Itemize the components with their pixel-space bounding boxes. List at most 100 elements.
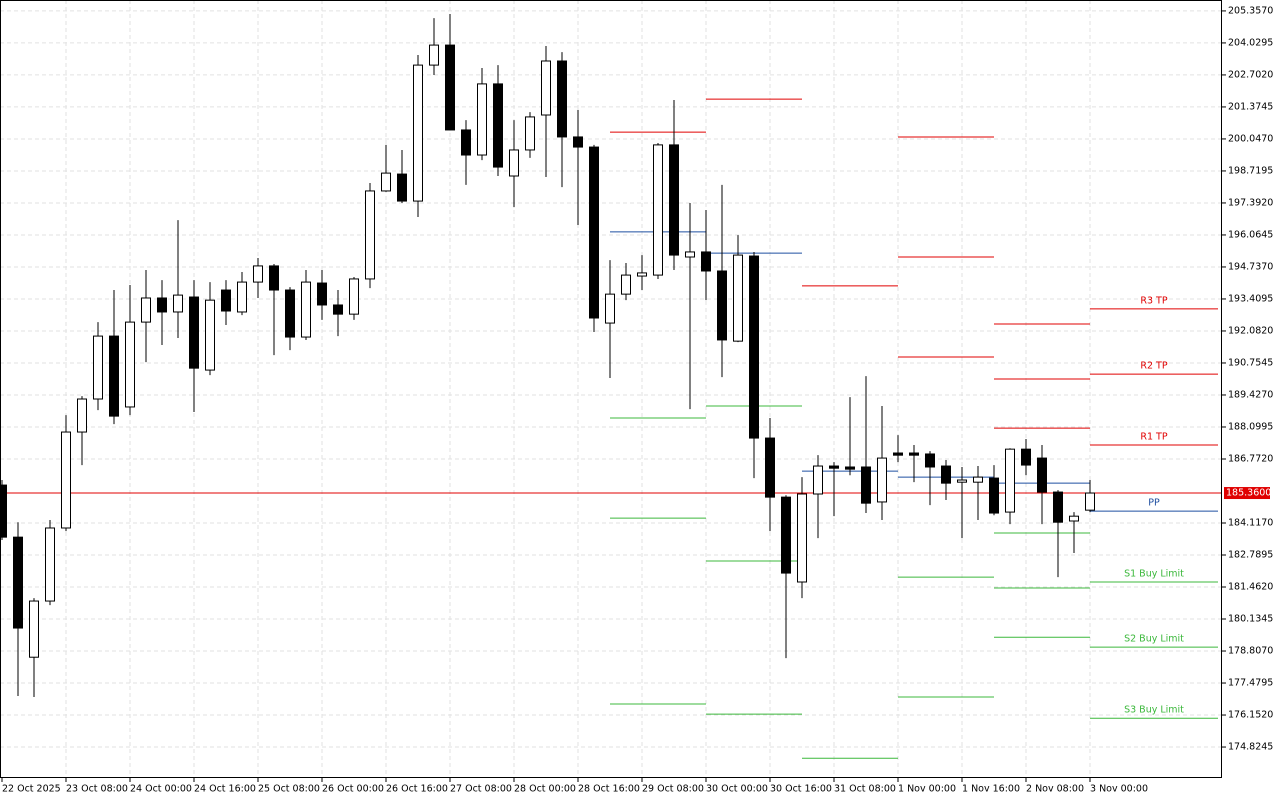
x-tick-label: 3 Nov 00:00 — [1090, 784, 1148, 795]
candles — [0, 13, 1095, 697]
y-tick-label: 202.7020 — [1228, 69, 1273, 80]
level-label: S3 Buy Limit — [1124, 705, 1184, 716]
y-tick-label: 176.1520 — [1228, 710, 1273, 721]
x-tick-label: 29 Oct 08:00 — [642, 784, 704, 795]
candle-body — [189, 296, 199, 369]
candle-body — [445, 44, 455, 131]
y-tick-label: 180.1345 — [1228, 614, 1273, 625]
candle-body — [317, 282, 327, 306]
candle-body — [157, 297, 167, 313]
y-tick-label: 178.8070 — [1228, 646, 1273, 657]
candle-body — [13, 536, 23, 629]
candle-body — [477, 83, 487, 156]
y-tick-label: 190.7545 — [1228, 357, 1273, 368]
candle-body — [301, 281, 311, 338]
candle-body — [413, 64, 423, 202]
level-label: R2 TP — [1140, 361, 1167, 372]
candle-body — [109, 335, 119, 417]
candle-body — [621, 274, 631, 295]
y-tick-label: 174.8245 — [1228, 742, 1273, 753]
candle-body — [429, 44, 439, 66]
grid — [0, 0, 1222, 778]
x-tick-label: 30 Oct 16:00 — [770, 784, 832, 795]
candle-body — [525, 116, 535, 151]
candle-body — [797, 493, 807, 583]
y-tick-label: 189.4270 — [1228, 389, 1273, 400]
candle-body — [701, 251, 711, 272]
candle-body — [1053, 491, 1063, 523]
candle-body — [685, 251, 695, 258]
candle-body — [1069, 515, 1079, 522]
candle-body — [925, 453, 935, 468]
candle-body — [1021, 448, 1031, 466]
candle-body — [125, 321, 135, 408]
y-tick-label: 196.0645 — [1228, 229, 1273, 240]
candle-body — [637, 272, 647, 277]
candle-body — [397, 173, 407, 202]
candle-body — [29, 600, 39, 658]
candle-body — [765, 437, 775, 498]
y-tick-label: 184.1170 — [1228, 517, 1273, 528]
candle-body — [0, 484, 7, 538]
level-label: S2 Buy Limit — [1124, 634, 1184, 645]
x-tick-label: 28 Oct 16:00 — [578, 784, 640, 795]
x-tick-label: 31 Oct 08:00 — [834, 784, 896, 795]
candle-body — [45, 527, 55, 602]
candle-body — [909, 452, 919, 456]
candle-body — [333, 304, 343, 315]
level-label: R3 TP — [1140, 295, 1167, 306]
candle-body — [813, 465, 823, 495]
plot-frame — [0, 0, 1222, 778]
y-tick-label: 204.0295 — [1228, 37, 1273, 48]
x-tick-label: 25 Oct 08:00 — [258, 784, 320, 795]
candle-body — [1037, 457, 1047, 493]
candle-body — [1085, 492, 1095, 511]
x-tick-label: 23 Oct 08:00 — [66, 784, 128, 795]
candle-body — [653, 144, 663, 276]
candle-body — [509, 149, 519, 177]
candle-body — [285, 289, 295, 338]
candle-body — [749, 255, 759, 439]
candle-body — [557, 60, 567, 138]
y-tick-label: 193.4095 — [1228, 293, 1273, 304]
candle-body — [221, 289, 231, 312]
x-tick-label: 30 Oct 00:00 — [706, 784, 768, 795]
x-tick-label: 1 Nov 00:00 — [898, 784, 956, 795]
candle-body — [941, 465, 951, 484]
level-label: R1 TP — [1140, 432, 1167, 443]
x-tick-label: 28 Oct 00:00 — [514, 784, 576, 795]
candle-body — [541, 60, 551, 116]
y-tick-label: 182.7895 — [1228, 550, 1273, 561]
candle-body — [605, 293, 615, 324]
y-tick-label: 200.0470 — [1228, 133, 1273, 144]
candle-body — [893, 452, 903, 456]
candle-body — [349, 278, 359, 315]
y-tick-label: 197.3920 — [1228, 197, 1273, 208]
candle-body — [957, 479, 967, 483]
candle-body — [381, 172, 391, 192]
candle-body — [93, 335, 103, 400]
candle-body — [253, 265, 263, 283]
x-tick-label: 24 Oct 00:00 — [130, 784, 192, 795]
candle-body — [669, 144, 679, 256]
candle-body — [205, 299, 215, 371]
level-label: S1 Buy Limit — [1124, 568, 1184, 579]
last-price-box — [1224, 487, 1270, 500]
candle-body — [77, 398, 87, 433]
candle-body — [1005, 448, 1015, 513]
x-tick-label: 24 Oct 16:00 — [194, 784, 256, 795]
x-tick-label: 22 Oct 2025 — [2, 784, 61, 795]
x-tick-label: 26 Oct 00:00 — [322, 784, 384, 795]
candle-body — [877, 457, 887, 503]
candle-body — [493, 83, 503, 168]
level-label: PP — [1148, 498, 1160, 509]
candle-body — [141, 297, 151, 323]
candle-body — [589, 146, 599, 319]
candle-body — [973, 476, 983, 483]
candle-body — [61, 431, 71, 529]
x-tick-label: 27 Oct 08:00 — [450, 784, 512, 795]
y-tick-label: 192.0820 — [1228, 325, 1273, 336]
candle-body — [173, 294, 183, 313]
